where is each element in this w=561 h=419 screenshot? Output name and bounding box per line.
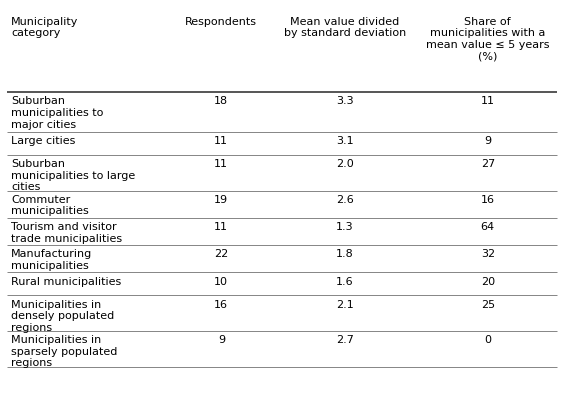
- Text: Share of
municipalities with a
mean value ≤ 5 years
(%): Share of municipalities with a mean valu…: [426, 17, 550, 62]
- Text: 2.6: 2.6: [336, 195, 353, 205]
- Text: Large cities: Large cities: [11, 136, 76, 146]
- Text: 1.6: 1.6: [336, 277, 353, 287]
- Text: Mean value divided
by standard deviation: Mean value divided by standard deviation: [284, 17, 406, 39]
- Text: Suburban
municipalities to large
cities: Suburban municipalities to large cities: [11, 159, 135, 192]
- Text: 11: 11: [214, 159, 228, 169]
- Text: Tourism and visitor
trade municipalities: Tourism and visitor trade municipalities: [11, 222, 122, 244]
- Text: 25: 25: [481, 300, 495, 310]
- Text: 32: 32: [481, 249, 495, 259]
- Text: 11: 11: [214, 222, 228, 232]
- Text: 27: 27: [481, 159, 495, 169]
- Text: 2.1: 2.1: [336, 300, 353, 310]
- Text: 0: 0: [484, 335, 491, 345]
- Text: Suburban
municipalities to
major cities: Suburban municipalities to major cities: [11, 96, 104, 129]
- Text: Commuter
municipalities: Commuter municipalities: [11, 195, 89, 217]
- Text: Manufacturing
municipalities: Manufacturing municipalities: [11, 249, 93, 271]
- Text: Municipality
category: Municipality category: [11, 17, 79, 39]
- Text: Respondents: Respondents: [185, 17, 257, 27]
- Text: 20: 20: [481, 277, 495, 287]
- Text: 3.3: 3.3: [336, 96, 353, 106]
- Text: Municipalities in
densely populated
regions: Municipalities in densely populated regi…: [11, 300, 114, 333]
- Text: 16: 16: [481, 195, 495, 205]
- Text: 9: 9: [218, 335, 225, 345]
- Text: 3.1: 3.1: [336, 136, 353, 146]
- Text: 11: 11: [214, 136, 228, 146]
- Text: Rural municipalities: Rural municipalities: [11, 277, 122, 287]
- Text: 2.0: 2.0: [336, 159, 353, 169]
- Text: 1.3: 1.3: [336, 222, 353, 232]
- Text: Municipalities in
sparsely populated
regions: Municipalities in sparsely populated reg…: [11, 335, 118, 368]
- Text: 22: 22: [214, 249, 228, 259]
- Text: 9: 9: [484, 136, 491, 146]
- Text: 2.7: 2.7: [336, 335, 353, 345]
- Text: 18: 18: [214, 96, 228, 106]
- Text: 19: 19: [214, 195, 228, 205]
- Text: 11: 11: [481, 96, 495, 106]
- Text: 10: 10: [214, 277, 228, 287]
- Text: 64: 64: [481, 222, 495, 232]
- Text: 1.8: 1.8: [336, 249, 353, 259]
- Text: 16: 16: [214, 300, 228, 310]
